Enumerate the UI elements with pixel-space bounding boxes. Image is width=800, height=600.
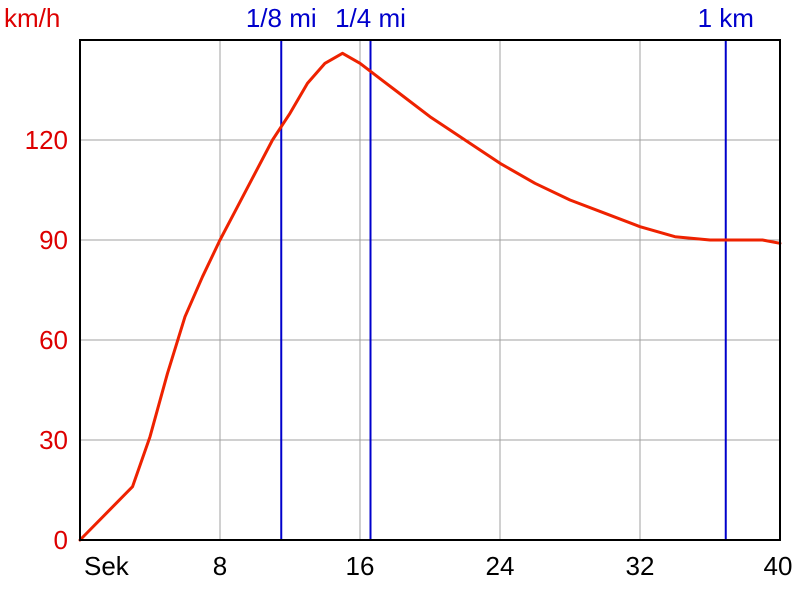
y-tick-label: 30 bbox=[39, 425, 68, 455]
distance-markers: 1/8 mi 1/4 mi 1 km bbox=[246, 3, 754, 540]
x-tick-label: 24 bbox=[486, 551, 515, 581]
distance-marker-label: 1 km bbox=[698, 3, 754, 33]
y-tick-label: 90 bbox=[39, 225, 68, 255]
plot-frame bbox=[79, 39, 781, 541]
x-tick-label: 8 bbox=[213, 551, 227, 581]
x-tick-label: 40 bbox=[764, 551, 793, 581]
distance-marker-label: 1/8 mi bbox=[246, 3, 317, 33]
y-tick-label: 60 bbox=[39, 325, 68, 355]
x-tick-label: Sek bbox=[84, 551, 130, 581]
y-axis-unit-label: km/h bbox=[4, 3, 60, 33]
x-tick-label: 32 bbox=[626, 551, 655, 581]
x-tick-label: 16 bbox=[346, 551, 375, 581]
grid-lines bbox=[80, 40, 780, 540]
distance-marker-label: 1/4 mi bbox=[335, 3, 406, 33]
series-group bbox=[78, 51, 782, 542]
y-tick-labels: 0 30 60 90 120 bbox=[25, 125, 68, 555]
y-tick-label: 120 bbox=[25, 125, 68, 155]
y-tick-label: 0 bbox=[54, 525, 68, 555]
speed-curve bbox=[78, 51, 782, 542]
x-tick-labels: Sek 8 16 24 32 40 bbox=[84, 551, 792, 581]
